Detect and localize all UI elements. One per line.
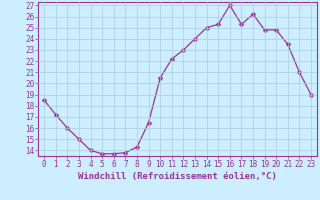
X-axis label: Windchill (Refroidissement éolien,°C): Windchill (Refroidissement éolien,°C): [78, 172, 277, 181]
